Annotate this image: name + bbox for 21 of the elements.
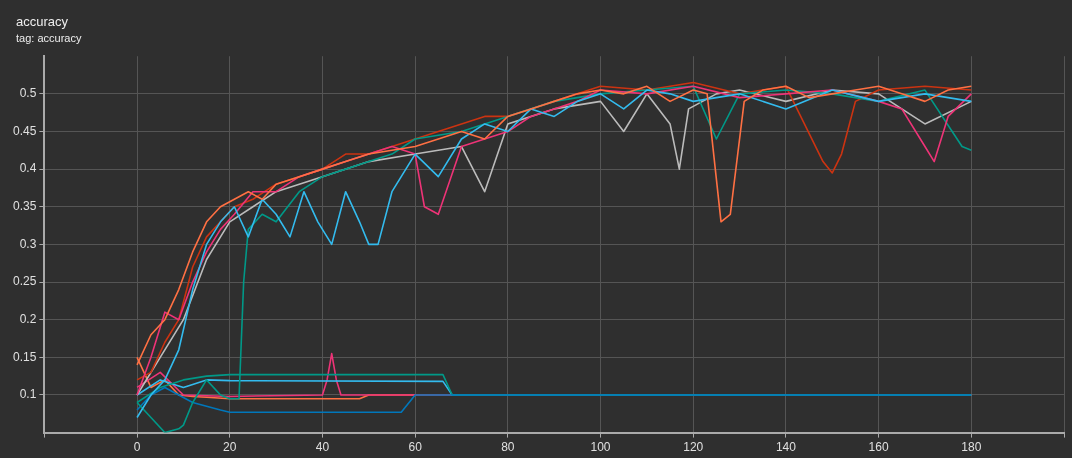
y-tick-label: 0.35 bbox=[13, 199, 37, 214]
x-tick-label: 20 bbox=[223, 440, 237, 455]
y-tick-label: 0.2 bbox=[19, 311, 37, 326]
y-tick-label: 0.4 bbox=[19, 161, 37, 176]
x-tick-label: 160 bbox=[868, 440, 889, 455]
y-tick-label: 0.45 bbox=[13, 123, 37, 138]
x-tick-label: 40 bbox=[315, 440, 330, 455]
y-tick-label: 0.5 bbox=[19, 86, 37, 101]
y-tick-label: 0.3 bbox=[19, 236, 37, 251]
x-tick-label: 140 bbox=[775, 440, 797, 455]
x-tick-label: 0 bbox=[133, 440, 141, 455]
y-tick-label: 0.1 bbox=[19, 387, 37, 402]
chart-subtitle: tag: accuracy bbox=[16, 32, 82, 44]
x-tick-label: 80 bbox=[501, 440, 515, 455]
x-tick-label: 100 bbox=[590, 440, 611, 455]
y-tick-label: 0.15 bbox=[13, 349, 37, 364]
x-tick-label: 120 bbox=[683, 440, 704, 455]
chart-title: accuracy bbox=[16, 14, 69, 29]
x-tick-label: 60 bbox=[408, 440, 423, 455]
x-tick-label: 180 bbox=[961, 440, 982, 455]
y-tick-label: 0.25 bbox=[13, 274, 37, 289]
